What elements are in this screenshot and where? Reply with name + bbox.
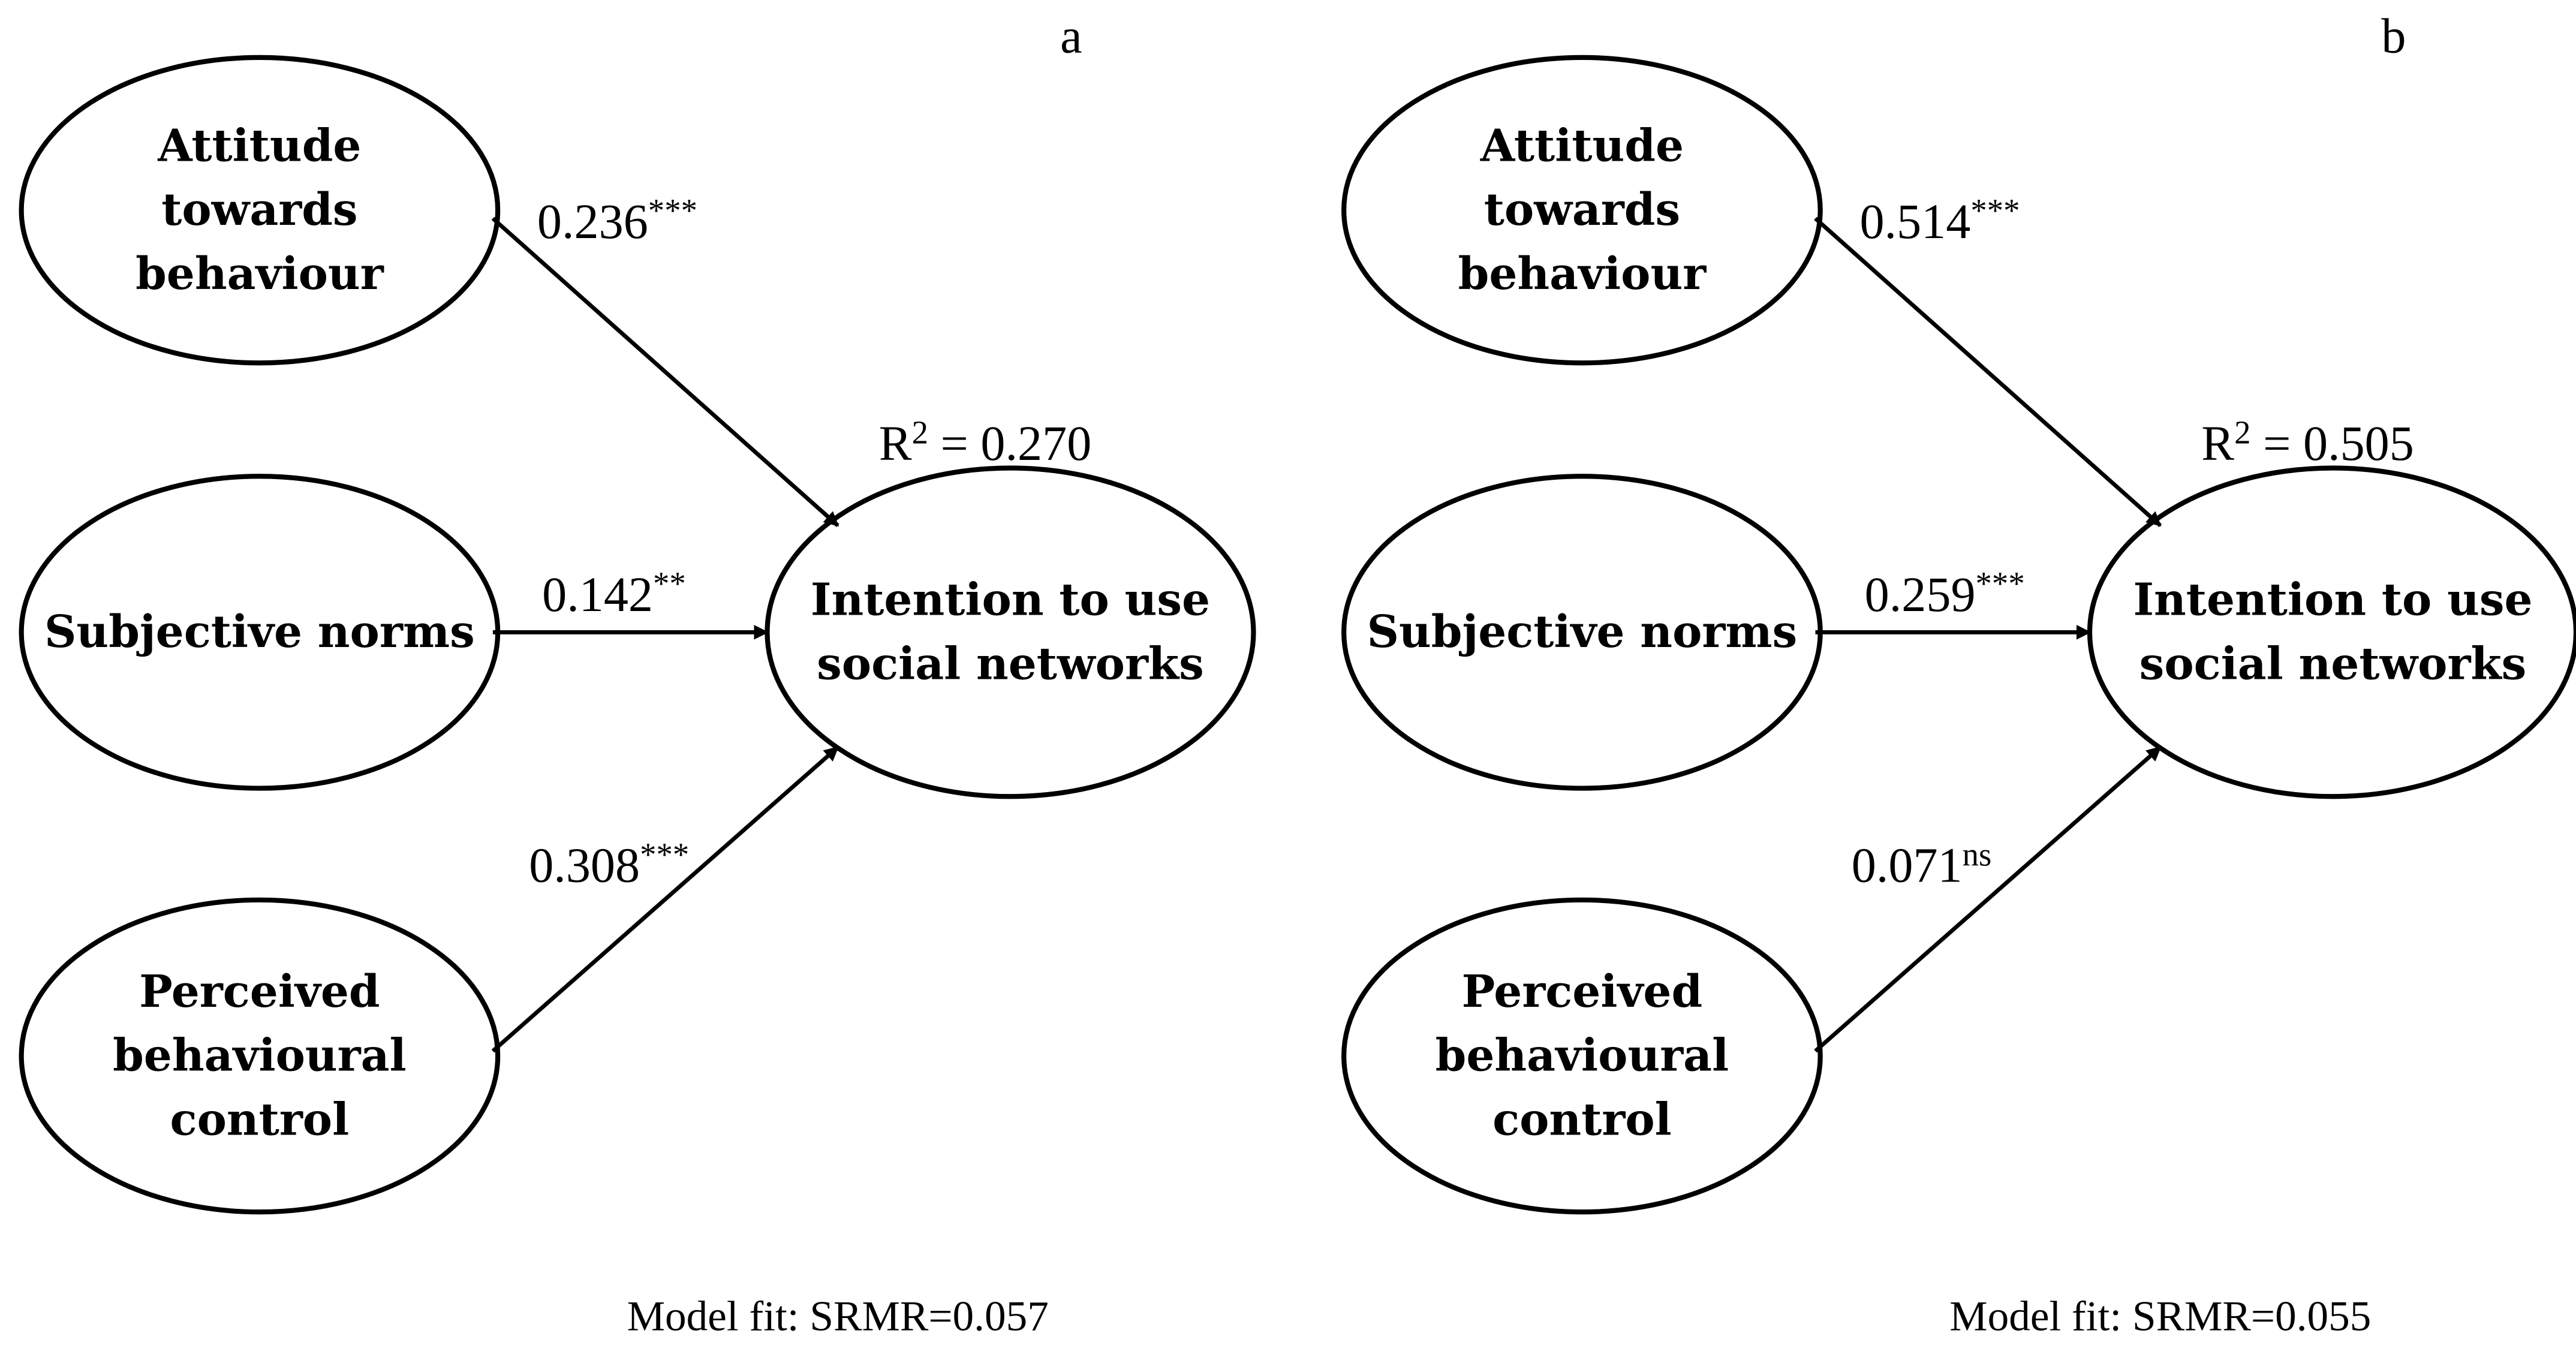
r-exponent: 2 [912, 414, 928, 450]
path-coefficient: 0.142** [542, 565, 686, 621]
construct-node [19, 55, 501, 366]
panel: b Attitude towards behaviour Subjective norm… [1341, 9, 2576, 1340]
node-label: towards [1484, 184, 1680, 236]
node-label: Attitude [157, 120, 361, 171]
path-coefficient: 0.259*** [1865, 565, 2025, 621]
construct-node [1341, 897, 1823, 1215]
r-symbol: R [2201, 416, 2234, 471]
node-label: control [1492, 1094, 1672, 1145]
coefficient-value: 0.259 [1865, 567, 1976, 622]
r-symbol: R [879, 416, 912, 471]
panel-label: b [2381, 9, 2406, 64]
r-squared: R2 = 0.270 [879, 414, 1092, 470]
node-label: behavioural [113, 1030, 407, 1082]
significance: ** [653, 565, 686, 601]
path-arrow [1814, 745, 2162, 1053]
coefficient-value: 0.142 [542, 567, 653, 622]
path-arrow [491, 216, 839, 527]
node-label: social networks [817, 638, 1204, 690]
construct-node [19, 897, 501, 1215]
coefficient-value: 0.514 [1859, 194, 1970, 249]
construct-node [2087, 465, 2576, 799]
node-label: Intention to use [2133, 574, 2532, 626]
construct-node [765, 465, 1256, 799]
node-label: behavioural [1436, 1030, 1729, 1082]
node-label: social networks [2139, 638, 2527, 690]
model-fit: Model fit: SRMR=0.057 [627, 1293, 1049, 1340]
node-label: control [170, 1094, 350, 1145]
r-value: = 0.270 [928, 416, 1091, 471]
node-label: behaviour [136, 248, 384, 300]
node-label: Perceived [139, 966, 380, 1018]
path-coefficient: 0.071ns [1852, 836, 1992, 892]
coefficient-value: 0.236 [537, 194, 648, 249]
significance: *** [648, 192, 697, 229]
r-squared: R2 = 0.505 [2201, 414, 2414, 470]
panel-label: a [1060, 9, 1082, 64]
node-label: Intention to use [811, 574, 1210, 626]
node-label: Perceived [1462, 966, 1703, 1018]
node-label: towards [161, 184, 357, 236]
significance: *** [640, 836, 689, 872]
node-label: Attitude [1480, 120, 1684, 171]
r-exponent: 2 [2234, 414, 2250, 450]
path-coefficient: 0.514*** [1859, 192, 2020, 249]
coefficient-value: 0.308 [529, 838, 640, 893]
node-label: Subjective norms [1367, 606, 1798, 658]
coefficient-value: 0.071 [1852, 838, 1963, 893]
significance: *** [1976, 565, 2025, 601]
path-coefficient: 0.308*** [529, 836, 689, 892]
model-fit: Model fit: SRMR=0.055 [1949, 1293, 2371, 1340]
panel: a Attitude towards behaviour Subjective norm… [19, 9, 1256, 1340]
path-arrow [1814, 216, 2162, 527]
significance: *** [1970, 192, 2020, 229]
path-arrow [491, 745, 839, 1053]
construct-node [1341, 55, 1823, 366]
node-label: Subjective norms [44, 606, 475, 658]
node-label: behaviour [1458, 248, 1707, 300]
significance: ns [1963, 836, 1992, 872]
path-coefficient: 0.236*** [537, 192, 697, 249]
r-value: = 0.505 [2251, 416, 2414, 471]
